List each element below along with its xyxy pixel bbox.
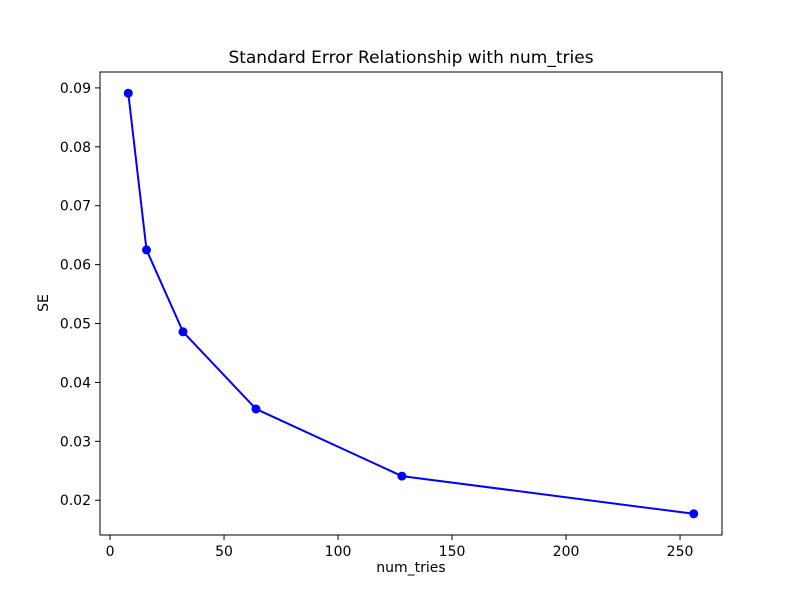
plot-spines xyxy=(99,71,723,536)
x-tick-label: 100 xyxy=(325,544,352,560)
y-tick-label: 0.02 xyxy=(60,493,91,509)
data-point xyxy=(123,88,133,98)
y-tick-label: 0.04 xyxy=(60,375,91,391)
y-tick-label: 0.07 xyxy=(60,199,91,215)
x-tick-label: 150 xyxy=(439,544,466,560)
x-tick-label: 0 xyxy=(106,544,115,560)
y-axis-label: SE xyxy=(36,294,52,312)
x-axis-label: num_tries xyxy=(376,560,445,576)
y-tick-label: 0.09 xyxy=(60,81,91,97)
data-line xyxy=(127,93,694,515)
y-tick-label: 0.03 xyxy=(60,434,91,450)
data-point xyxy=(251,404,261,414)
chart-title: Standard Error Relationship with num_tri… xyxy=(228,48,593,68)
data-point xyxy=(142,245,152,255)
data-series-layer xyxy=(123,88,699,519)
data-point xyxy=(689,509,699,519)
x-tick-label: 250 xyxy=(667,544,694,560)
y-tick-label: 0.08 xyxy=(60,140,91,156)
data-point xyxy=(178,327,188,337)
x-tick-label: 50 xyxy=(215,544,233,560)
y-tick-label: 0.06 xyxy=(60,258,91,274)
y-tick-label: 0.05 xyxy=(60,317,91,333)
x-tick-label: 200 xyxy=(553,544,580,560)
axes-layer: 0 50 100 150 200 250 0.02 0.03 0.04 0.05 0.06 0.07 0… xyxy=(60,71,723,560)
data-point xyxy=(397,471,407,481)
